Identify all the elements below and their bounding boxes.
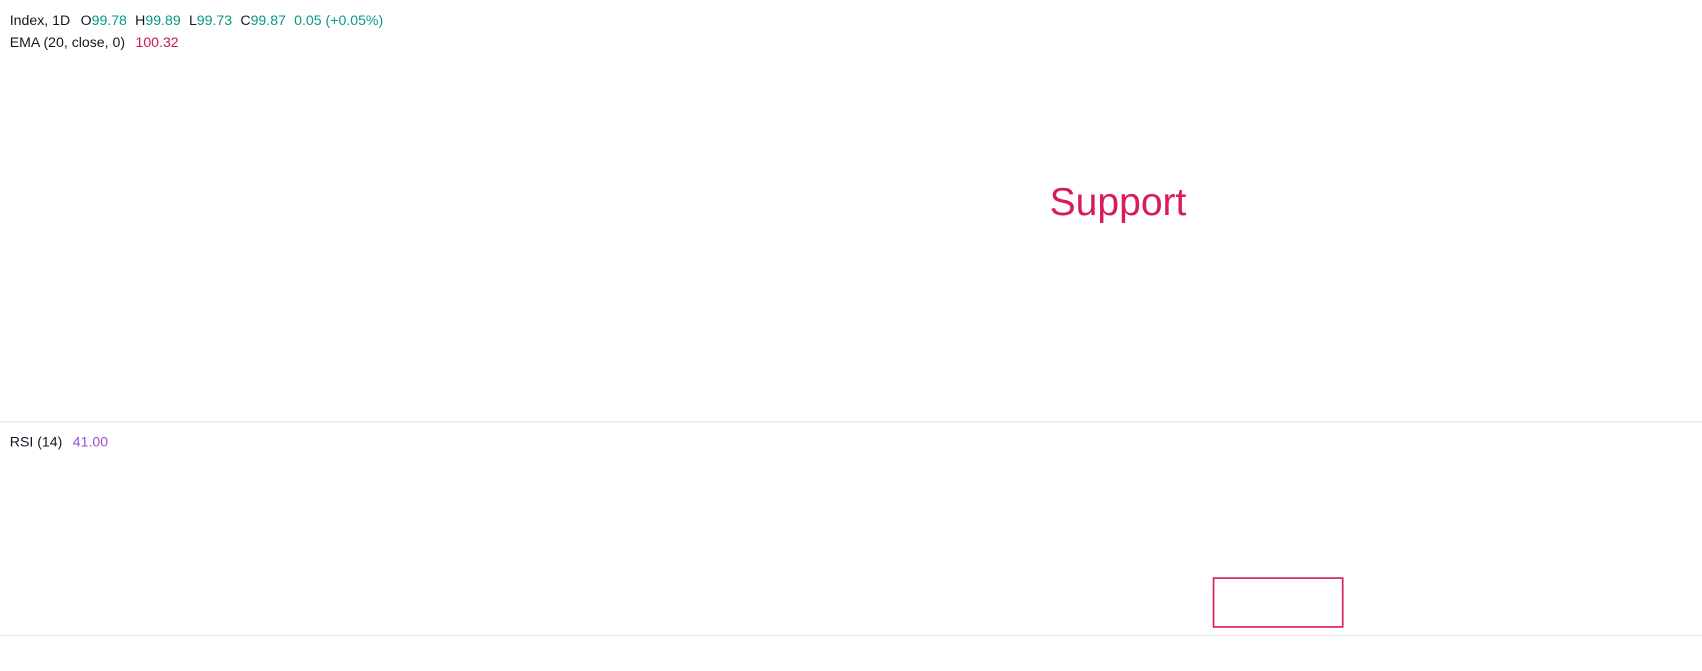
- support-text: Support: [1050, 181, 1187, 224]
- legend-c-label: C: [240, 12, 250, 28]
- overlay: Support Index, 1D O99.78 H99.89 L99.73 C…: [0, 12, 1702, 637]
- legend-h-value: 99.89: [145, 12, 180, 28]
- rsi-legend: RSI (14) 41.00: [10, 433, 108, 449]
- ema-legend: EMA (20, close, 0) 100.32: [10, 34, 179, 50]
- rsi-value: 41.00: [73, 433, 108, 449]
- ema-value: 100.32: [135, 34, 178, 50]
- ema-name: EMA (20, close, 0): [10, 34, 125, 50]
- rsi-name: RSI (14): [10, 433, 63, 449]
- legend-o-value: 99.78: [92, 12, 127, 28]
- legend-header: Index, 1D O99.78 H99.89 L99.73 C99.87 0.…: [10, 12, 383, 28]
- legend-l-label: L: [189, 12, 197, 28]
- legend-l-value: 99.73: [197, 12, 232, 28]
- legend-c-value: 99.87: [251, 12, 286, 28]
- legend-change: 0.05 (+0.05%): [294, 12, 383, 28]
- highlight-box: [1212, 577, 1344, 628]
- legend-h-label: H: [135, 12, 145, 28]
- legend-o-label: O: [81, 12, 92, 28]
- legend-title: Index, 1D: [10, 12, 70, 28]
